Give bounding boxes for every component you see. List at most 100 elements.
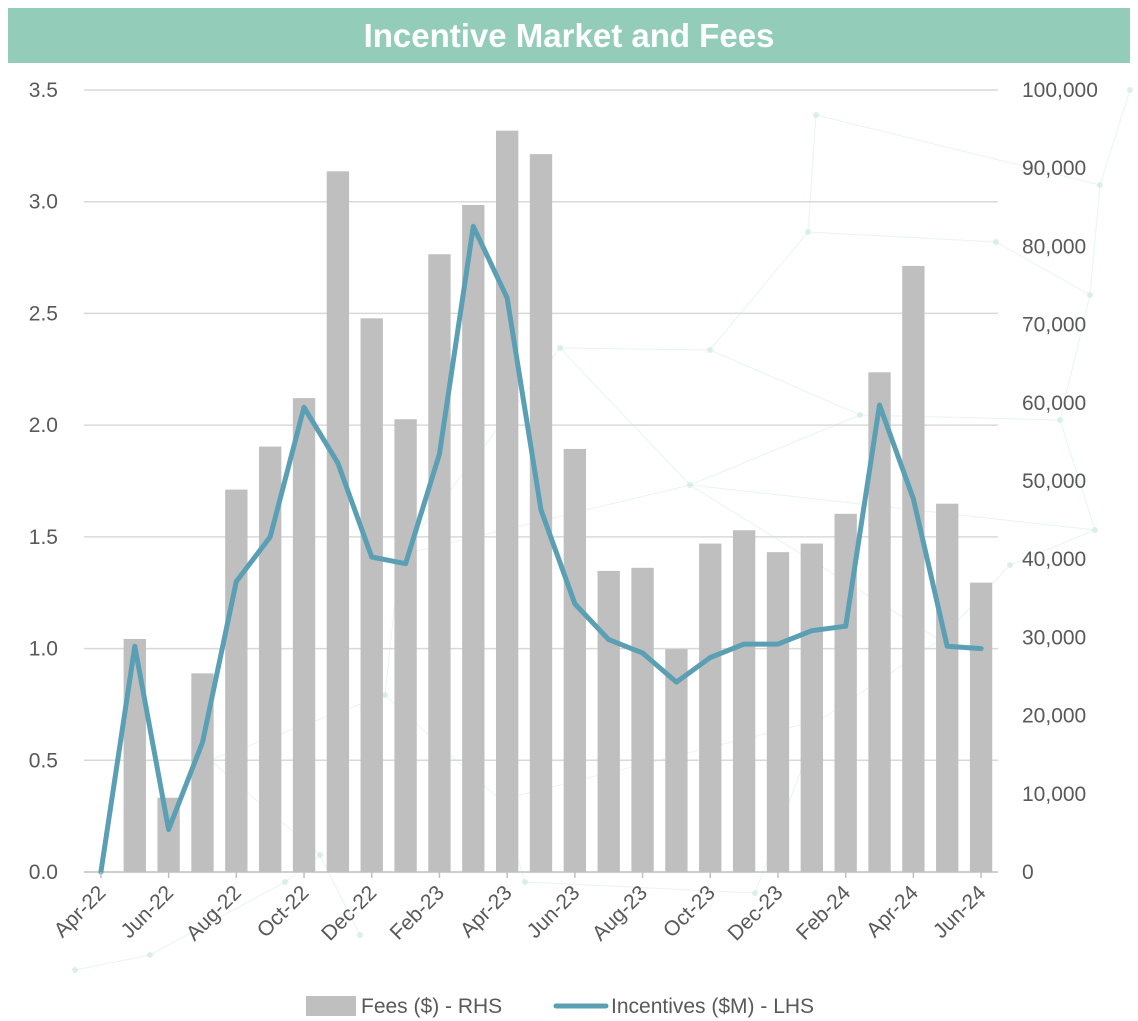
legend-fees-swatch	[306, 996, 356, 1016]
network-link	[807, 114, 817, 233]
network-link	[559, 347, 711, 351]
x-tick-label: Aug-22	[182, 881, 246, 945]
network-link	[689, 484, 1096, 531]
network-link	[1059, 419, 1096, 531]
x-tick-label: Apr-24	[862, 881, 923, 942]
right-tick-label: 80,000	[1022, 235, 1086, 258]
network-link	[689, 414, 861, 486]
fees-bar	[868, 372, 891, 872]
fees-bar	[631, 567, 654, 872]
network-link	[995, 241, 1091, 296]
network-link	[1009, 529, 1096, 566]
fees-bar	[462, 204, 485, 873]
x-tick-label: Dec-22	[317, 881, 381, 945]
network-link	[815, 114, 1101, 186]
network-node	[147, 952, 153, 958]
x-tick-label: Apr-23	[456, 881, 517, 942]
legend-fees-label: Fees ($) - RHS	[361, 995, 502, 1018]
network-node	[282, 879, 288, 885]
x-axis: Apr-22 Jun-22 Aug-22 Oct-22 Dec-22 Feb-23 Apr-…	[50, 872, 991, 945]
network-node	[1057, 417, 1063, 423]
right-tick-label: 30,000	[1022, 626, 1086, 649]
network-node	[857, 412, 863, 418]
x-tick-label: Aug-23	[588, 881, 652, 945]
left-tick-label: 1.5	[29, 526, 58, 549]
x-tick-label: Oct-23	[659, 881, 720, 942]
network-node	[993, 239, 999, 245]
fees-bar	[259, 446, 282, 872]
left-tick-label: 0.5	[29, 749, 58, 772]
fees-bar	[597, 570, 620, 872]
fees-bars	[123, 130, 993, 873]
network-node	[805, 229, 811, 235]
left-tick-label: 1.0	[29, 638, 58, 661]
legend: Fees ($) - RHS Incentives ($M) - LHS	[306, 995, 814, 1018]
right-tick-label: 100,000	[1022, 79, 1098, 102]
left-axis: 0.0 0.5 1.0 1.5 2.0 2.5 3.0 3.5	[29, 79, 58, 884]
x-tick-label: Feb-23	[386, 881, 449, 944]
fees-bar	[766, 552, 790, 872]
x-tick-label: Jun-22	[116, 881, 178, 943]
network-link	[709, 231, 809, 351]
network-link	[1059, 294, 1091, 421]
network-node	[557, 345, 563, 351]
right-tick-label: 40,000	[1022, 548, 1086, 571]
fees-bar	[428, 254, 451, 873]
network-link	[1089, 184, 1101, 296]
fees-bar	[902, 265, 925, 872]
x-tick-label: Oct-22	[253, 881, 314, 942]
chart-title: Incentive Market and Fees	[8, 8, 1130, 63]
right-tick-label: 50,000	[1022, 470, 1086, 493]
network-node	[382, 692, 388, 698]
fees-bar	[936, 503, 959, 872]
network-node	[687, 482, 693, 488]
right-tick-label: 0	[1022, 861, 1034, 884]
fees-bar	[495, 130, 519, 872]
network-node	[813, 112, 819, 118]
left-tick-label: 2.0	[29, 414, 58, 437]
network-link	[319, 854, 361, 936]
network-link	[559, 347, 691, 486]
left-tick-label: 0.0	[29, 861, 58, 884]
network-node	[1097, 182, 1103, 188]
network-node	[752, 890, 758, 896]
network-link	[1099, 89, 1131, 186]
fees-bar	[292, 398, 316, 872]
legend-incentives-label: Incentives ($M) - LHS	[611, 995, 814, 1018]
fees-bar	[699, 543, 722, 872]
left-tick-label: 3.0	[29, 191, 58, 214]
fees-bar	[326, 171, 350, 872]
fees-bar	[123, 638, 146, 872]
network-node	[1007, 562, 1013, 568]
x-tick-label: Apr-22	[50, 881, 111, 942]
right-tick-label: 70,000	[1022, 314, 1086, 337]
right-tick-label: 10,000	[1022, 783, 1086, 806]
network-node	[707, 347, 713, 353]
fees-bar	[665, 649, 688, 872]
fees-bar	[732, 530, 756, 872]
network-node	[1127, 87, 1133, 93]
left-tick-label: 2.5	[29, 302, 58, 325]
network-node	[522, 879, 528, 885]
network-link	[524, 881, 756, 894]
network-link	[807, 231, 997, 243]
right-axis: 0 10,000 20,000 30,000 40,000 50,000 60,000 70,…	[1022, 79, 1098, 884]
x-tick-label: Jun-24	[929, 881, 991, 943]
fees-bar	[800, 543, 823, 872]
network-link	[149, 881, 286, 956]
network-node	[317, 852, 323, 858]
right-tick-label: 60,000	[1022, 392, 1086, 415]
fees-bar	[394, 419, 417, 872]
right-tick-label: 20,000	[1022, 705, 1086, 728]
fees-bar	[969, 582, 993, 872]
x-tick-label: Jun-23	[523, 881, 585, 943]
left-tick-label: 3.5	[29, 79, 58, 102]
network-node	[357, 932, 363, 938]
network-node	[1087, 292, 1093, 298]
network-link	[74, 954, 151, 971]
right-tick-label: 90,000	[1022, 157, 1086, 180]
network-link	[709, 349, 861, 416]
fees-bar	[563, 448, 587, 872]
x-tick-label: Feb-24	[792, 881, 856, 945]
